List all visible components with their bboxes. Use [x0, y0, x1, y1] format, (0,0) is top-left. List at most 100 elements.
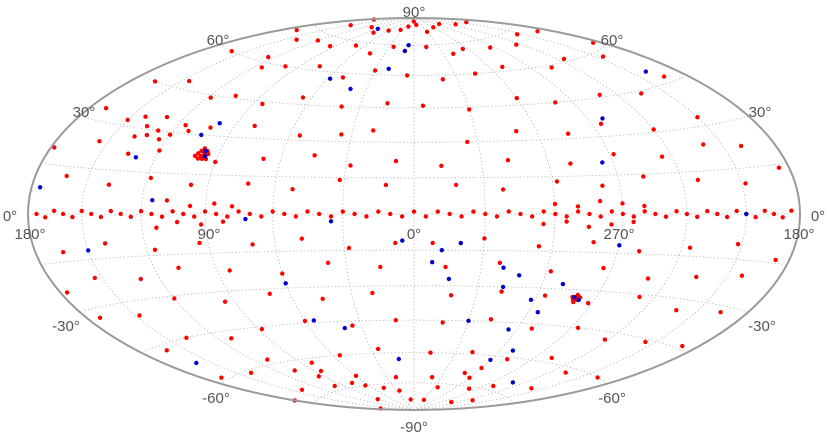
red-data-point	[554, 179, 560, 184]
red-data-point	[149, 211, 154, 217]
blue-data-point	[430, 260, 435, 265]
red-data-point	[349, 380, 355, 386]
red-data-point	[220, 219, 226, 224]
red-data-point	[575, 204, 581, 209]
red-data-point	[103, 106, 109, 111]
red-data-point	[643, 339, 648, 345]
blue-data-point	[203, 148, 208, 154]
red-data-point	[548, 269, 553, 274]
red-data-point	[250, 242, 255, 247]
red-data-point	[674, 209, 679, 214]
red-data-point	[462, 370, 467, 376]
red-data-point	[414, 22, 419, 28]
blue-data-point	[600, 116, 605, 121]
red-data-point	[181, 211, 186, 217]
red-data-point	[144, 124, 150, 129]
blue-data-point	[506, 327, 511, 332]
red-data-point	[315, 38, 321, 43]
red-data-point	[439, 163, 444, 168]
red-data-point	[164, 114, 170, 120]
blue-data-point	[446, 276, 452, 282]
blue-data-point	[576, 297, 581, 303]
red-data-point	[535, 29, 540, 34]
red-data-point	[406, 24, 411, 29]
red-data-point	[375, 397, 380, 402]
lat-tick-label-30-right: 30°	[749, 104, 772, 121]
red-data-point	[266, 54, 271, 60]
blue-data-point	[600, 160, 605, 165]
red-data-point	[43, 215, 48, 220]
red-data-point	[280, 271, 285, 276]
red-data-point	[156, 137, 162, 142]
red-data-point	[297, 133, 302, 138]
blue-data-point	[311, 318, 316, 323]
red-data-point	[386, 28, 391, 33]
red-data-point	[564, 214, 569, 219]
red-data-point	[265, 357, 270, 362]
red-data-point	[327, 44, 333, 49]
red-data-point	[479, 365, 484, 371]
blue-data-point	[375, 26, 380, 31]
red-data-point	[106, 182, 112, 187]
red-data-point	[167, 132, 173, 137]
red-data-point	[98, 214, 104, 220]
red-data-point	[300, 95, 306, 100]
red-data-point	[346, 245, 352, 251]
red-data-point	[435, 209, 440, 214]
blue-data-point	[283, 281, 288, 286]
blue-data-point	[488, 357, 493, 363]
red-data-point	[549, 355, 554, 361]
red-data-point	[259, 214, 264, 219]
red-data-point	[352, 211, 357, 217]
red-data-point	[144, 132, 150, 138]
red-data-point	[595, 375, 600, 380]
red-data-point	[222, 299, 228, 304]
blue-data-point	[402, 48, 408, 54]
lat-tick-label-0-right: 0°	[811, 208, 825, 225]
red-data-point	[348, 23, 353, 28]
red-data-point	[246, 181, 251, 186]
lon-tick-label-180-left: 180°	[14, 226, 45, 243]
red-data-point	[780, 215, 785, 220]
red-data-point	[505, 158, 511, 163]
red-data-point	[505, 357, 510, 362]
red-data-point	[641, 174, 646, 179]
red-data-point	[340, 209, 345, 214]
grid-parallel	[221, 352, 608, 385]
blue-data-point	[194, 360, 199, 366]
red-data-point	[212, 201, 217, 206]
red-data-point	[156, 128, 161, 133]
red-data-point	[126, 151, 131, 156]
red-data-point	[773, 257, 778, 263]
red-data-point	[600, 54, 606, 59]
red-data-point	[408, 397, 413, 402]
red-data-point	[186, 128, 191, 134]
red-data-point	[70, 214, 75, 220]
red-data-point	[738, 143, 744, 149]
blue-data-point	[572, 295, 577, 300]
red-data-point	[440, 77, 445, 82]
red-data-point	[159, 214, 165, 219]
red-data-point	[674, 308, 679, 313]
red-data-point	[483, 211, 488, 217]
red-data-point	[529, 386, 534, 391]
red-data-point	[388, 211, 393, 217]
blue-data-point	[744, 211, 749, 217]
red-data-point	[236, 209, 241, 214]
red-data-point	[600, 183, 605, 188]
red-data-point	[497, 260, 503, 265]
red-data-point	[651, 127, 656, 132]
lat-tick-label-30-left: 30°	[73, 104, 96, 121]
red-data-point	[183, 123, 188, 128]
red-data-point	[488, 45, 493, 50]
red-data-point	[312, 153, 317, 158]
blue-data-point	[466, 318, 471, 323]
red-data-point	[372, 68, 378, 73]
red-data-point	[642, 209, 647, 214]
red-data-point	[553, 211, 558, 217]
red-data-point	[411, 209, 417, 214]
red-data-point	[199, 156, 205, 161]
tick-labels: 90° 60° 60° 30° 30° 0° 0° 180° 90° 0° 27…	[3, 4, 825, 436]
red-data-point	[371, 128, 376, 133]
